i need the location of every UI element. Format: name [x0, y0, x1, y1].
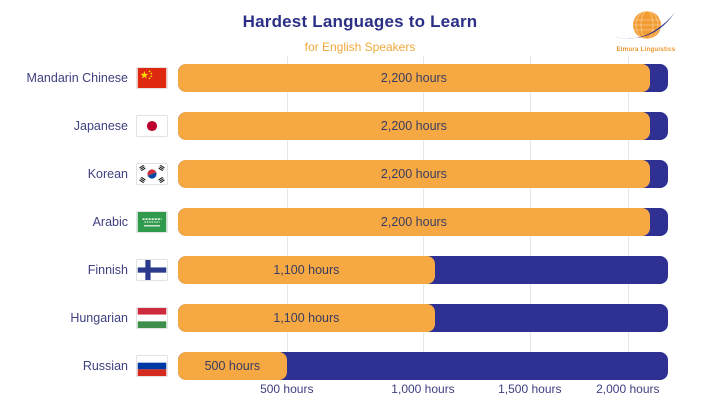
bar-area: 2,200 hours: [178, 112, 668, 140]
bar-area: 2,200 hours: [178, 208, 668, 236]
page-title: Hardest Languages to Learn: [242, 12, 478, 31]
chart-row: Arabic 2,200 hours: [0, 198, 720, 246]
bar-value-label: 1,100 hours: [273, 263, 340, 277]
bar-fill: [178, 160, 650, 188]
saudi-arabia-flag-icon: [136, 211, 168, 233]
bar-fill: [178, 304, 435, 332]
japan-flag-icon: [136, 115, 168, 137]
bar-value-label: 2,200 hours: [380, 167, 447, 181]
x-axis: 500 hours 1,000 hours 1,500 hours 2,000 hou…: [0, 382, 720, 402]
language-label: Japanese: [73, 119, 128, 133]
chart-rows: Mandarin Chinese 2,200 hours Japanese 2,…: [0, 54, 720, 390]
bar-area: 500 hours: [178, 352, 668, 380]
header: Hardest Languages to Learn for English S…: [0, 12, 720, 54]
chart-row: Korean 2,200 hours: [0, 150, 720, 198]
bar-value-label: 1,100 hours: [273, 311, 340, 325]
bar-value-label: 2,200 hours: [380, 119, 447, 133]
bar-fill: [178, 112, 650, 140]
bar-value-label: 2,200 hours: [380, 215, 447, 229]
bar-value-label: 500 hours: [204, 359, 261, 373]
bar-area: 2,200 hours: [178, 160, 668, 188]
x-axis-tick-label: 2,000 hours: [596, 382, 660, 396]
south-korea-flag-icon: [136, 163, 168, 185]
bar-fill: [178, 208, 650, 236]
finland-flag-icon: [136, 259, 168, 281]
language-label: Russian: [82, 359, 128, 373]
language-label: Arabic: [92, 215, 128, 229]
language-label: Finnish: [87, 263, 128, 277]
bar-fill: [178, 256, 435, 284]
bar-area: 1,100 hours: [178, 256, 668, 284]
chart-row: Finnish 1,100 hours: [0, 246, 720, 294]
bar-area: 2,200 hours: [178, 64, 668, 92]
x-axis-tick-label: 1,000 hours: [391, 382, 455, 396]
x-axis-tick-label: 500 hours: [260, 382, 314, 396]
china-flag-icon: [136, 67, 168, 89]
chart-row: Hungarian 1,100 hours: [0, 294, 720, 342]
bar-fill: [178, 64, 650, 92]
bar-area: 1,100 hours: [178, 304, 668, 332]
language-label: Hungarian: [70, 311, 128, 325]
chart-row: Japanese 2,200 hours: [0, 102, 720, 150]
language-label: Korean: [87, 167, 128, 181]
brand-logo: Elmura Linguistics: [604, 6, 688, 53]
bar-fill: [178, 352, 287, 380]
bar-chart: Mandarin Chinese 2,200 hours Japanese 2,…: [0, 54, 720, 404]
hungary-flag-icon: [136, 307, 168, 329]
language-label: Mandarin Chinese: [26, 71, 128, 85]
bar-value-label: 2,200 hours: [380, 71, 447, 85]
globe-swoosh-icon: [604, 6, 688, 46]
chart-row: Mandarin Chinese 2,200 hours: [0, 54, 720, 102]
x-axis-tick-label: 1,500 hours: [498, 382, 562, 396]
page-subtitle: for English Speakers: [304, 40, 416, 54]
brand-name: Elmura Linguistics: [616, 47, 676, 53]
chart-row: Russian 500 hours: [0, 342, 720, 390]
russia-flag-icon: [136, 355, 168, 377]
